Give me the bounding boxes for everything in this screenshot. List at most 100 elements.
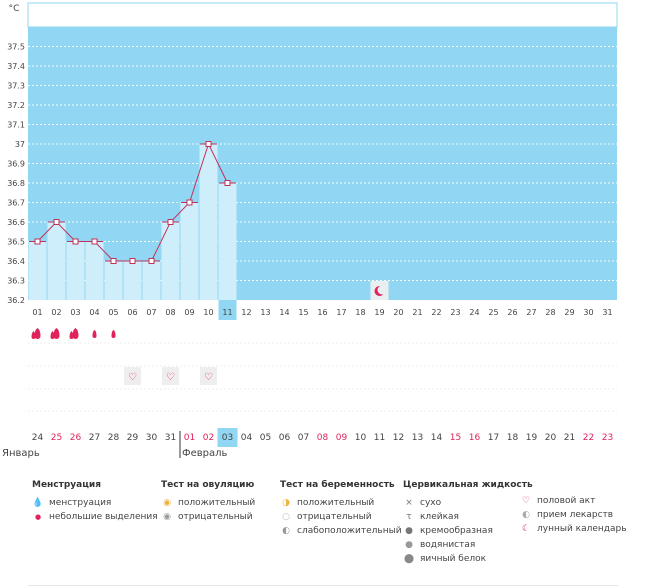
bbt-chart: °C 36.2 36.3 36.4 36.5 36.6 36.7 36.8 36.9 37 37.1… bbox=[2, 2, 618, 459]
y-tick-label: 36.4 bbox=[7, 257, 25, 266]
light-drop-icon bbox=[111, 330, 116, 338]
calendar-date-label: 30 bbox=[146, 433, 158, 443]
cycle-day-label: 14 bbox=[279, 308, 289, 317]
calendar-date-label: 31 bbox=[165, 433, 176, 443]
legend-item: × сухо bbox=[403, 496, 533, 510]
calendar-date-label: 06 bbox=[279, 433, 291, 443]
calendar-date-label: 22 bbox=[583, 433, 594, 443]
legend-menstruation: Менструация 💧 менструация ● небольшие выде… bbox=[32, 480, 158, 524]
plot-area bbox=[28, 27, 617, 300]
y-tick-label: 37 bbox=[15, 140, 25, 149]
legend-title: Тест на овуляцию bbox=[161, 480, 255, 490]
menstruation-drop-icon bbox=[69, 331, 74, 339]
temperature-bar bbox=[123, 261, 142, 300]
cycle-day-label: 13 bbox=[260, 308, 270, 317]
legend-item: τ клейкая bbox=[403, 510, 533, 524]
cycle-day-label: 30 bbox=[583, 308, 593, 317]
intercourse-cell bbox=[162, 367, 179, 385]
legend-label: сухо bbox=[420, 498, 442, 508]
cycle-day-label: 11 bbox=[222, 308, 232, 317]
cycle-day-label: 22 bbox=[431, 308, 441, 317]
legend-item: ◐ слабоположительный bbox=[280, 524, 402, 538]
menstruation-drop-icon bbox=[34, 328, 41, 339]
legend-item: ● кремообразная bbox=[403, 524, 533, 538]
unit-label: °C bbox=[9, 4, 20, 14]
calendar-date-label: 13 bbox=[412, 433, 423, 443]
positive-test-icon: ◑ bbox=[282, 498, 290, 508]
menstruation-drop-icon: 💧 bbox=[32, 498, 44, 508]
negative-test-icon: ○ bbox=[282, 512, 290, 522]
cycle-day-label: 08 bbox=[165, 308, 175, 317]
cycle-day-label: 24 bbox=[469, 308, 479, 317]
calendar-date-label: 26 bbox=[70, 433, 82, 443]
legend-item: ◑ положительный bbox=[280, 496, 402, 510]
calendar-date-label: 28 bbox=[108, 433, 120, 443]
calendar-date-label: 25 bbox=[51, 433, 62, 443]
intercourse-cell bbox=[124, 367, 141, 385]
cycle-day-label: 28 bbox=[545, 308, 555, 317]
legend-title: Цервикальная жидкость bbox=[403, 480, 533, 490]
temperature-point bbox=[34, 238, 41, 245]
legend-item: ○ отрицательный bbox=[280, 510, 402, 524]
cycle-day-label: 26 bbox=[507, 308, 517, 317]
month-label: Январь bbox=[2, 448, 40, 459]
y-tick-label: 36.9 bbox=[7, 160, 25, 169]
temperature-bar bbox=[142, 261, 161, 300]
temperature-point bbox=[186, 199, 193, 206]
cycle-day-label: 02 bbox=[51, 308, 61, 317]
cycle-day-label: 07 bbox=[146, 308, 156, 317]
legend-label: слабоположительный bbox=[297, 526, 402, 536]
legend-item: 💧 менструация bbox=[32, 496, 158, 510]
temperature-bar bbox=[218, 183, 237, 300]
temperature-point bbox=[72, 238, 79, 245]
temperature-point bbox=[91, 238, 98, 245]
calendar-date-label: 07 bbox=[298, 433, 309, 443]
cycle-day-label: 23 bbox=[450, 308, 460, 317]
cycle-day-label: 27 bbox=[526, 308, 536, 317]
calendar-date-label: 12 bbox=[393, 433, 404, 443]
calendar-date-label: 17 bbox=[488, 433, 499, 443]
legend-ovulation: Тест на овуляцию ◉ положительный ◉ отрицат… bbox=[161, 480, 255, 524]
moon-icon: ☾ bbox=[521, 524, 531, 534]
legend-item: ◐ прием лекарств bbox=[520, 508, 627, 522]
temperature-bar bbox=[66, 241, 85, 300]
month-label: Февраль bbox=[182, 448, 228, 459]
light-drop-icon: ● bbox=[34, 513, 42, 521]
cycle-day-label: 06 bbox=[127, 308, 137, 317]
y-tick-label: 37.4 bbox=[7, 62, 25, 71]
cycle-day-label: 03 bbox=[70, 308, 80, 317]
cycle-day-label: 15 bbox=[298, 308, 308, 317]
calendar-date-label: 02 bbox=[203, 433, 214, 443]
menstruation-drop-icon bbox=[53, 328, 60, 339]
calendar-date-label: 14 bbox=[431, 433, 443, 443]
current-day-highlight bbox=[218, 300, 237, 320]
temperature-point bbox=[224, 180, 231, 186]
legend-label: водянистая bbox=[420, 540, 476, 550]
calendar-date-label: 24 bbox=[32, 433, 44, 443]
divider bbox=[28, 585, 618, 586]
calendar-date-label: 09 bbox=[336, 433, 348, 443]
heart-icon: ♡ bbox=[128, 372, 137, 383]
watery-icon: ● bbox=[405, 540, 413, 550]
legend-item: ● небольшие выделения bbox=[32, 510, 158, 524]
light-drop-icon bbox=[92, 330, 97, 338]
legend-other: ♡ половой акт ◐ прием лекарств ☾ лунный кал… bbox=[520, 494, 627, 536]
legend-title: Тест на беременность bbox=[280, 480, 395, 490]
calendar-date-label: 27 bbox=[89, 433, 100, 443]
cycle-day-label: 31 bbox=[602, 308, 612, 317]
cycle-day-label: 29 bbox=[564, 308, 574, 317]
calendar-date-label: 29 bbox=[127, 433, 139, 443]
temperature-point bbox=[129, 258, 136, 264]
chart-header bbox=[27, 2, 618, 28]
cycle-day-label: 17 bbox=[336, 308, 346, 317]
weak-positive-icon: ◐ bbox=[282, 526, 290, 536]
menstruation-drop-icon bbox=[31, 331, 36, 339]
legend-cervical: Цервикальная жидкость × сухо τ клейкая ● кр… bbox=[403, 480, 533, 566]
creamy-icon: ● bbox=[405, 526, 413, 536]
cycle-day-label: 20 bbox=[393, 308, 403, 317]
current-date-highlight bbox=[217, 428, 238, 447]
positive-test-icon: ◉ bbox=[163, 498, 171, 508]
medication-icon: ◐ bbox=[522, 510, 530, 520]
calendar-date-label: 19 bbox=[526, 433, 538, 443]
y-tick-label: 36.5 bbox=[7, 238, 25, 247]
